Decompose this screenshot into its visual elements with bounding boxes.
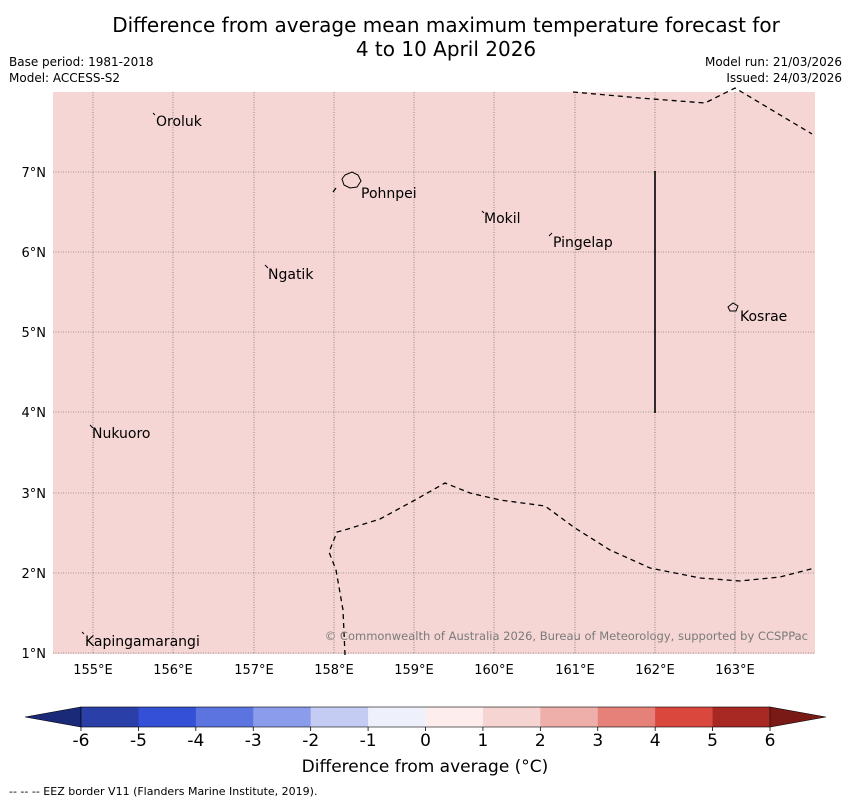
- colorbar-segment: [368, 707, 426, 727]
- colorbar-segment: [597, 707, 656, 727]
- colorbar-tick-label: -6: [73, 731, 90, 751]
- colorbar-tick-label: -5: [130, 731, 147, 751]
- label-ngatik: Ngatik: [268, 267, 314, 283]
- pingelap-island-icon: [548, 232, 553, 237]
- eez-border-south: [328, 482, 816, 656]
- lat-label: 4°N: [22, 406, 47, 421]
- oroluk-island-icon: [152, 112, 156, 116]
- islands: [81, 112, 739, 635]
- colorbar-tick-label: 3: [592, 731, 603, 751]
- colorbar-segment: [81, 707, 139, 727]
- lat-label: 5°N: [22, 326, 47, 341]
- colorbar-label: Difference from average (°C): [301, 757, 549, 777]
- colorbar-over-arrow: [769, 706, 827, 728]
- lat-label: 2°N: [22, 567, 47, 582]
- lat-axis: 7°N 6°N 5°N 4°N 3°N 2°N 1°N: [22, 166, 47, 662]
- eez-footnote: -- -- -- EEZ border V11 (Flanders Marine…: [9, 785, 318, 798]
- lon-label: 157°E: [234, 663, 274, 678]
- mokil-island-icon: [481, 210, 485, 214]
- nukuoro-island-icon: [89, 424, 94, 429]
- colorbar: -6 -5 -4 -3 -2 -1 0 1 2 3 4 5 6: [24, 706, 827, 751]
- label-kosrae: Kosrae: [740, 309, 787, 325]
- colorbar-segment: [138, 707, 197, 727]
- colorbar-under-arrow: [24, 706, 82, 728]
- meta-right: Model run: 21/03/2026 Issued: 24/03/2026: [705, 54, 842, 86]
- colorbar-segment: [540, 707, 599, 727]
- model-run: Model run: 21/03/2026: [704, 55, 842, 69]
- meta-left: Base period: 1981-2018 Model: ACCESS-S2: [9, 54, 154, 86]
- map-title: Difference from average mean maximum tem…: [60, 13, 832, 61]
- colorbar-segment: [712, 707, 771, 727]
- colorbar-tick-label: 0: [420, 731, 431, 751]
- map-area: [53, 92, 815, 654]
- lat-label: 7°N: [22, 166, 47, 181]
- colorbar-segment: [253, 707, 312, 727]
- pohnpei-island-icon: [341, 171, 362, 189]
- kapingamarangi-island-icon: [81, 631, 85, 635]
- lon-label: 156°E: [153, 663, 193, 678]
- label-pingelap: Pingelap: [553, 235, 613, 251]
- colorbar-segment: [655, 707, 714, 727]
- issued-date: Issued: 24/03/2026: [726, 71, 842, 85]
- label-kapingamarangi: Kapingamarangi: [85, 634, 200, 650]
- lat-label: 3°N: [22, 487, 47, 502]
- label-pohnpei: Pohnpei: [361, 186, 417, 202]
- label-oroluk: Oroluk: [156, 114, 203, 130]
- place-labels: Oroluk Pohnpei Mokil Pingelap Ngatik Kos…: [85, 114, 787, 650]
- lat-label: 1°N: [22, 647, 47, 662]
- colorbar-tick-label: -1: [360, 731, 377, 751]
- colorbar-segment: [482, 707, 541, 727]
- lon-axis: 155°E 156°E 157°E 158°E 159°E 160°E 161°…: [73, 663, 755, 678]
- label-nukuoro: Nukuoro: [92, 426, 150, 442]
- lat-label: 6°N: [22, 246, 47, 261]
- base-period: Base period: 1981-2018: [9, 55, 154, 69]
- title-line-1: Difference from average mean maximum tem…: [112, 13, 780, 37]
- colorbar-tick-label: 6: [765, 731, 776, 751]
- lon-label: 155°E: [73, 663, 113, 678]
- colorbar-tick-label: 4: [650, 731, 661, 751]
- colorbar-tick-label: 1: [478, 731, 489, 751]
- colorbar-segment: [195, 707, 254, 727]
- colorbar-tick-label: -4: [187, 731, 204, 751]
- lon-label: 163°E: [715, 663, 755, 678]
- lon-label: 158°E: [314, 663, 354, 678]
- colorbar-segment: [310, 707, 369, 727]
- kosrae-island-icon: [727, 302, 739, 312]
- colorbar-tick-label: -2: [302, 731, 319, 751]
- copyright-notice: © Commonwealth of Australia 2026, Bureau…: [325, 629, 808, 643]
- lon-label: 161°E: [555, 663, 595, 678]
- colorbar-tick-label: 5: [707, 731, 718, 751]
- eez-borders: [328, 87, 816, 656]
- colorbar-tick-label: 2: [535, 731, 546, 751]
- colorbar-segment: [425, 707, 484, 727]
- label-mokil: Mokil: [484, 211, 521, 227]
- colorbar-tick-label: -3: [245, 731, 262, 751]
- lon-label: 160°E: [474, 663, 514, 678]
- ngatik-island-icon: [264, 264, 269, 269]
- lon-label: 159°E: [394, 663, 434, 678]
- lon-label: 162°E: [635, 663, 675, 678]
- title-line-2: 4 to 10 April 2026: [355, 37, 537, 61]
- model-name: Model: ACCESS-S2: [9, 71, 121, 85]
- eez-border-fragment: [332, 187, 337, 193]
